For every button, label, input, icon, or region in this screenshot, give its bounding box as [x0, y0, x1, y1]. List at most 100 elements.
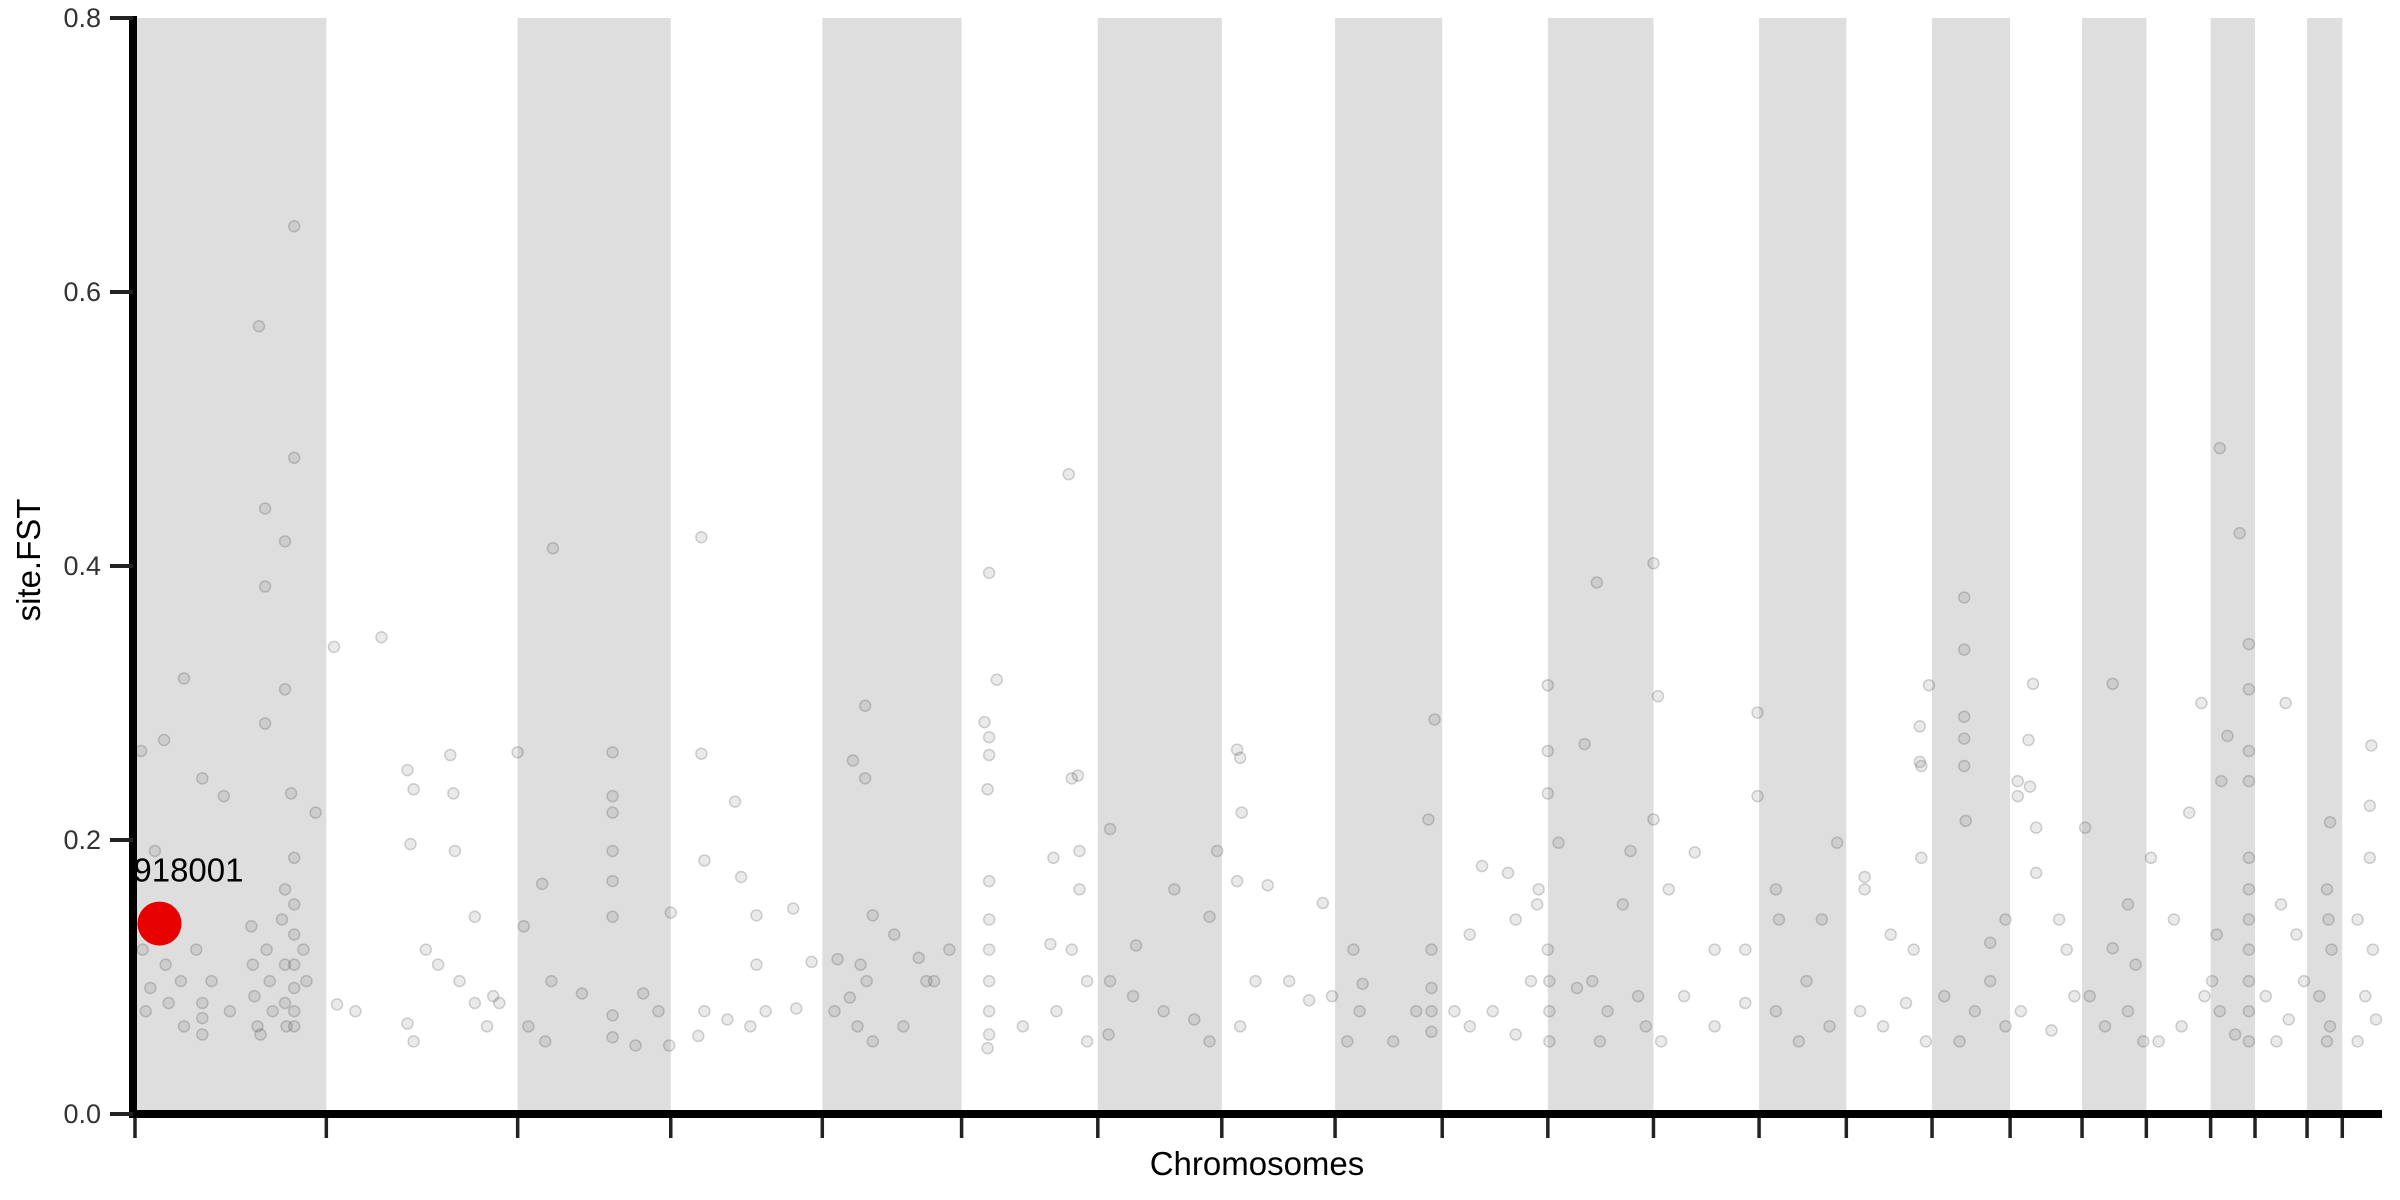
data-point — [2290, 928, 2303, 941]
data-point — [981, 783, 994, 796]
data-point — [1662, 883, 1676, 896]
data-point — [196, 772, 209, 785]
data-point — [545, 974, 558, 988]
chromosome-band — [2307, 18, 2343, 1114]
data-point — [2144, 851, 2158, 865]
data-point — [1302, 994, 1316, 1007]
data-point — [2167, 913, 2181, 926]
data-point — [287, 981, 301, 995]
data-point — [1530, 898, 1544, 911]
data-point — [1157, 1005, 1170, 1018]
data-point — [1187, 1013, 1201, 1026]
data-point — [2182, 806, 2196, 819]
data-point — [2023, 780, 2037, 793]
data-point — [258, 717, 272, 730]
data-point — [2198, 989, 2211, 1003]
data-point — [786, 902, 800, 915]
data-point — [982, 913, 996, 926]
data-point — [1230, 874, 1244, 888]
data-point — [2052, 913, 2066, 926]
x-axis-title: Chromosomes — [1150, 1145, 1365, 1182]
chromosome-band — [2082, 18, 2147, 1114]
data-point — [943, 943, 956, 956]
data-point — [606, 910, 619, 923]
data-point — [1639, 1020, 1653, 1033]
data-point — [2011, 774, 2025, 788]
data-point — [1047, 851, 1060, 865]
data-point — [2242, 913, 2256, 926]
chromosome-band — [1547, 18, 1654, 1114]
data-point — [1570, 981, 1584, 995]
data-point — [205, 974, 218, 988]
data-point — [1651, 689, 1665, 703]
data-point — [1957, 759, 1971, 773]
data-point — [606, 806, 619, 819]
data-point — [897, 1020, 910, 1033]
data-point — [1601, 1005, 1614, 1018]
data-point — [1677, 989, 1691, 1003]
data-point — [287, 928, 301, 941]
data-point — [448, 844, 462, 858]
data-point — [2083, 989, 2096, 1003]
data-point — [1915, 759, 1928, 773]
data-point — [431, 958, 445, 971]
data-point — [2242, 1005, 2256, 1018]
chromosome-band — [1932, 18, 2011, 1114]
data-point — [920, 974, 933, 988]
data-point — [2242, 943, 2256, 956]
data-point — [2215, 774, 2228, 788]
data-point — [990, 673, 1004, 686]
data-point — [606, 1009, 619, 1022]
data-point — [2098, 1020, 2112, 1033]
data-point — [2242, 774, 2256, 788]
data-point — [1708, 1020, 1721, 1033]
data-point — [1800, 974, 1813, 988]
data-point — [981, 1041, 994, 1055]
data-point — [1233, 1020, 1247, 1033]
data-point — [854, 958, 867, 971]
y-tick-label: 0.2 — [63, 825, 101, 855]
data-point — [196, 1028, 209, 1041]
data-point — [2320, 1035, 2334, 1048]
data-point — [1501, 866, 1515, 880]
data-point — [1631, 989, 1645, 1003]
chromosome-band — [1335, 18, 1443, 1114]
y-tick-label: 0.0 — [63, 1099, 101, 1129]
data-point — [278, 883, 292, 896]
data-point — [468, 996, 482, 1010]
data-point — [1815, 913, 1829, 926]
data-point — [2282, 1013, 2295, 1026]
data-point — [2366, 943, 2380, 956]
data-point — [1080, 1035, 1094, 1048]
data-point — [846, 754, 860, 767]
data-point — [1129, 939, 1143, 952]
data-point — [246, 958, 260, 971]
data-point — [1913, 720, 1927, 733]
data-point — [1858, 883, 1871, 896]
data-point — [287, 219, 301, 233]
axes — [129, 16, 2382, 1118]
data-point — [1823, 1020, 1836, 1033]
chromosome-band — [1097, 18, 1222, 1114]
data-point — [982, 1005, 996, 1018]
data-point — [1316, 896, 1330, 910]
data-point — [1751, 706, 1764, 719]
y-tick-label: 0.6 — [63, 277, 101, 307]
data-point — [144, 981, 157, 995]
data-point — [278, 683, 292, 696]
data-point — [511, 746, 524, 759]
data-point — [287, 451, 301, 465]
data-point — [275, 913, 289, 926]
data-point — [982, 874, 996, 888]
data-point — [284, 787, 298, 800]
data-point — [2279, 696, 2292, 710]
data-point — [1463, 928, 1477, 941]
data-point — [1050, 1005, 1063, 1018]
data-point — [1325, 989, 1339, 1003]
data-point — [1203, 910, 1216, 923]
data-point — [1543, 974, 1556, 988]
data-point — [1103, 822, 1117, 836]
data-point — [1233, 751, 1247, 765]
highlighted-point[interactable] — [137, 901, 182, 946]
data-point — [2106, 677, 2119, 691]
